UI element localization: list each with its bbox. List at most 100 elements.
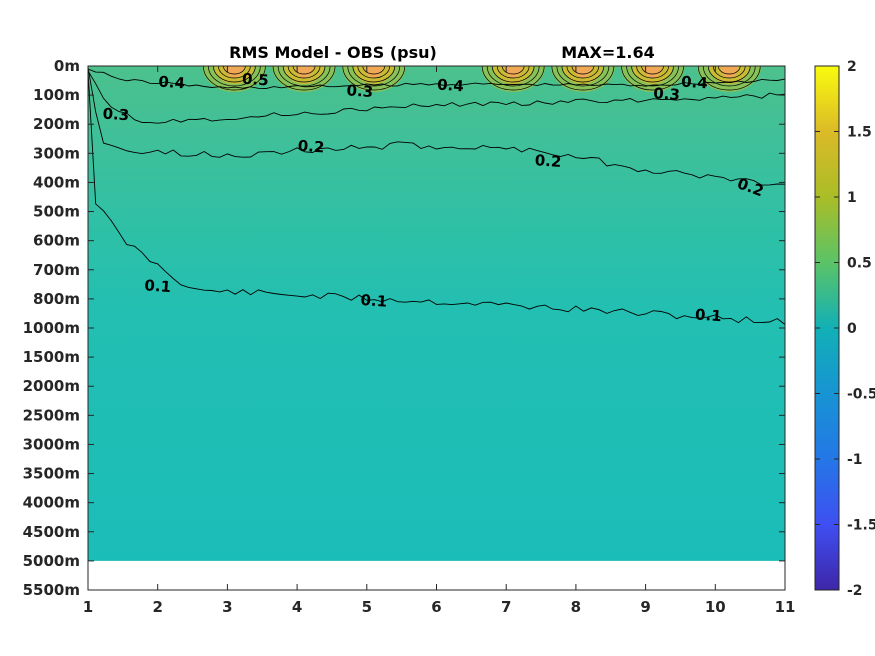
- hotspot-contour: [223, 66, 246, 75]
- hotspot-contour: [551, 66, 615, 91]
- contour-label: 0.3: [653, 84, 681, 104]
- hotspot-contour: [491, 66, 535, 83]
- contour-label: 0.5: [241, 70, 269, 90]
- colorbar-tick-label: 1: [847, 190, 857, 206]
- x-tick-label: 7: [501, 598, 511, 616]
- hotspot-core: [225, 66, 244, 78]
- contour-label: 0.2: [534, 151, 562, 171]
- hotspot-contour: [213, 66, 256, 83]
- y-tick-label: 5000m: [23, 552, 80, 570]
- colorbar-tick-label: 0.5: [847, 256, 872, 272]
- contour-0.1: [88, 70, 785, 325]
- x-tick-label: 2: [152, 598, 162, 616]
- hotspot-contour: [486, 66, 540, 87]
- contour-label: 0.2: [297, 137, 325, 157]
- colorbar-tick-label: 0: [847, 321, 857, 337]
- hotspot-contour: [626, 66, 679, 87]
- hotspot-contour: [641, 66, 664, 75]
- contour-0.4: [88, 68, 785, 89]
- hotspot-core: [573, 66, 592, 78]
- x-tick-label: 1: [83, 598, 93, 616]
- hotspot-contour: [636, 66, 669, 79]
- y-tick-label: 700m: [33, 261, 80, 279]
- y-tick-label: 600m: [33, 232, 80, 250]
- y-tick-label: 1000m: [23, 319, 80, 337]
- y-tick-label: 3500m: [23, 465, 80, 483]
- hotspot-contour: [621, 66, 684, 91]
- contour-0.2: [88, 67, 785, 186]
- x-tick-label: 8: [571, 598, 581, 616]
- hotspot-contour: [501, 66, 525, 75]
- hotspot-contour: [208, 66, 261, 87]
- hotspot-core: [720, 66, 739, 78]
- y-tick-label: 100m: [33, 86, 80, 104]
- colorbar: 2 1.5 1 0.5 0 -0.5 -1 -1.5 -2: [814, 59, 875, 599]
- hotspot-contour: [561, 66, 605, 83]
- hotspot-contour: [203, 66, 266, 91]
- hotspot-core: [295, 66, 314, 78]
- colorbar-tick-label: 1.5: [847, 125, 872, 141]
- colorbar-ticks: 2 1.5 1 0.5 0 -0.5 -1 -1.5 -2: [815, 59, 875, 599]
- y-tick-label: 3000m: [23, 435, 80, 453]
- x-tick-label: 6: [431, 598, 441, 616]
- x-tick-label: 9: [640, 598, 650, 616]
- plot-area: 0.10.10.10.20.20.20.30.3 0.30.4 0.4 0.40.5: [88, 66, 785, 561]
- hotspot-contour: [707, 66, 751, 83]
- hotspot-contour: [292, 66, 316, 75]
- y-tick-label: 0m: [54, 57, 80, 75]
- hotspot-contour: [277, 66, 331, 87]
- hotspot-contour: [282, 66, 326, 83]
- contour-label: 0.3: [102, 105, 130, 125]
- hotspot-contour: [566, 66, 600, 79]
- y-tick-label: 500m: [33, 203, 80, 221]
- y-tick-label: 2000m: [23, 377, 80, 395]
- y-tick-label: 1500m: [23, 348, 80, 366]
- y-tick-label: 4500m: [23, 523, 80, 541]
- contour-lines: [88, 67, 785, 325]
- surface-hotspots: [202, 66, 762, 92]
- contour-label: 0.4: [158, 73, 186, 93]
- contour-label: 0.1: [695, 305, 723, 325]
- contour-label: 0.4: [437, 75, 465, 95]
- x-tick-label: 10: [705, 598, 726, 616]
- hotspot-contour: [702, 66, 756, 87]
- chart-title: RMS Model - OBS (psu): [229, 43, 437, 62]
- y-tick-label: 200m: [33, 115, 80, 133]
- hotspot-contour: [697, 66, 761, 91]
- hotspot-contour: [287, 66, 321, 79]
- x-tick-label: 3: [222, 598, 232, 616]
- hotspot-contour: [347, 66, 401, 87]
- hotspot-contour: [496, 66, 530, 79]
- colorbar-tick-label: -1: [847, 452, 863, 468]
- hotspot-core: [643, 66, 662, 78]
- colorbar-tick-label: 2: [847, 59, 857, 75]
- no-data-region: [88, 560, 785, 561]
- hotspot-contour: [571, 66, 595, 75]
- y-tick-label: 4000m: [23, 494, 80, 512]
- x-tick-label: 11: [775, 598, 796, 616]
- colorbar-tick-label: -0.5: [847, 387, 875, 403]
- contour-labels: 0.10.10.10.20.20.20.30.3 0.30.4 0.4 0.40.5: [102, 70, 766, 326]
- hotspot-contour: [481, 66, 545, 91]
- hotspot-core: [504, 66, 523, 78]
- hotspot-core: [364, 66, 383, 78]
- x-axis: 1 2 3 4 5 6 7 8 9 10 11: [83, 66, 796, 616]
- hotspot-contour: [352, 66, 396, 83]
- hotspot-contour: [631, 66, 674, 83]
- colorbar-tick-label: -2: [847, 583, 863, 599]
- colorbar-tick-label: -1.5: [847, 518, 875, 534]
- hotspot-contour: [362, 66, 386, 75]
- hotspot-contour: [717, 66, 741, 75]
- hotspot-contour: [342, 66, 406, 91]
- y-axis: 0m 100m 200m 300m 400m 500m 600m 700m 800m 1000m 1…: [23, 57, 785, 599]
- contour-label: 0.1: [360, 291, 388, 311]
- contour-label: 0.4: [681, 73, 709, 93]
- contour-label: 0.1: [144, 276, 172, 296]
- hotspot-contour: [712, 66, 746, 79]
- y-tick-label: 2500m: [23, 406, 80, 424]
- contour-label: 0.3: [346, 81, 374, 101]
- y-tick-label: 5500m: [23, 581, 80, 599]
- hotspot-contour: [218, 66, 251, 79]
- y-tick-label: 300m: [33, 144, 80, 162]
